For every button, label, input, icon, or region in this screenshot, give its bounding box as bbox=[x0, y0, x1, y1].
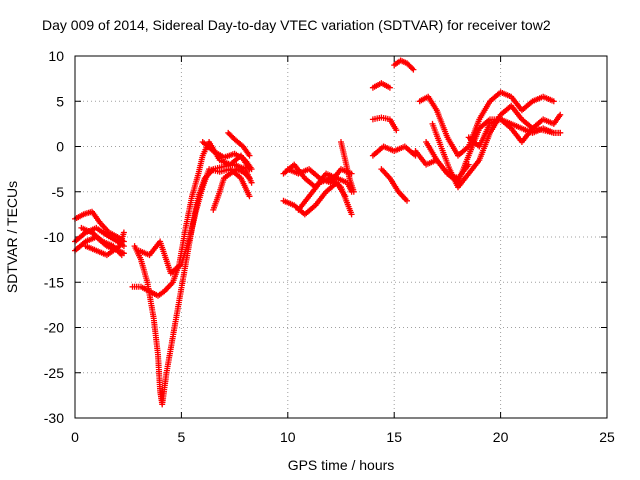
ticks: 0 5 10 15 20 25 -30 -25 -20 -15 -10 -5 0 5 10 bbox=[44, 48, 615, 445]
x-tick-label: 25 bbox=[599, 429, 615, 445]
series-points bbox=[82, 229, 127, 259]
series-late-e bbox=[423, 139, 472, 182]
y-axis-label: SDTVAR / TECUs bbox=[4, 181, 20, 293]
y-tick-label: -15 bbox=[44, 274, 64, 290]
series-seg-b bbox=[391, 57, 417, 73]
series-arc-g bbox=[199, 139, 255, 173]
series-points bbox=[391, 57, 417, 73]
series-points bbox=[280, 161, 355, 195]
series-late-d bbox=[465, 111, 564, 150]
series-points bbox=[369, 114, 400, 134]
chart-title: Day 009 of 2014, Sidereal Day-to-day VTE… bbox=[42, 17, 551, 33]
series-points bbox=[295, 175, 355, 218]
y-tick-label: -5 bbox=[52, 184, 65, 200]
series-seg-a bbox=[369, 80, 393, 91]
x-tick-label: 0 bbox=[71, 429, 79, 445]
series-points bbox=[423, 139, 472, 182]
series-arc-e bbox=[82, 229, 127, 259]
x-tick-label: 5 bbox=[178, 429, 186, 445]
y-tick-label: 10 bbox=[48, 48, 64, 64]
y-tick-label: -10 bbox=[44, 229, 64, 245]
y-tick-label: 5 bbox=[56, 93, 64, 109]
series-seg-d bbox=[369, 143, 419, 159]
series-points bbox=[369, 143, 419, 159]
series-points bbox=[199, 139, 255, 173]
series-mid-d bbox=[295, 175, 355, 218]
series-points bbox=[338, 139, 357, 195]
data-points bbox=[72, 57, 564, 408]
series-seg-c bbox=[369, 114, 400, 134]
series-arc-f bbox=[210, 166, 253, 213]
series-mid-e bbox=[338, 139, 357, 195]
series-points bbox=[378, 166, 410, 204]
y-tick-label: -25 bbox=[44, 365, 64, 381]
x-tick-label: 15 bbox=[386, 429, 402, 445]
x-axis-label: GPS time / hours bbox=[288, 457, 395, 473]
series-seg-e bbox=[378, 166, 410, 204]
plot-frame bbox=[74, 55, 608, 419]
x-tick-label: 20 bbox=[493, 429, 509, 445]
series-points bbox=[135, 166, 253, 277]
series-points bbox=[210, 166, 253, 213]
y-tick-label: 0 bbox=[56, 139, 64, 155]
series-points bbox=[465, 111, 564, 150]
series-dip-c bbox=[135, 166, 253, 277]
series-mid-a bbox=[280, 161, 355, 195]
x-tick-label: 10 bbox=[280, 429, 296, 445]
series-arc-h bbox=[225, 129, 253, 159]
series-points bbox=[225, 129, 253, 159]
series-points bbox=[369, 80, 393, 91]
y-tick-label: -30 bbox=[44, 410, 64, 426]
y-tick-label: -20 bbox=[44, 320, 64, 336]
